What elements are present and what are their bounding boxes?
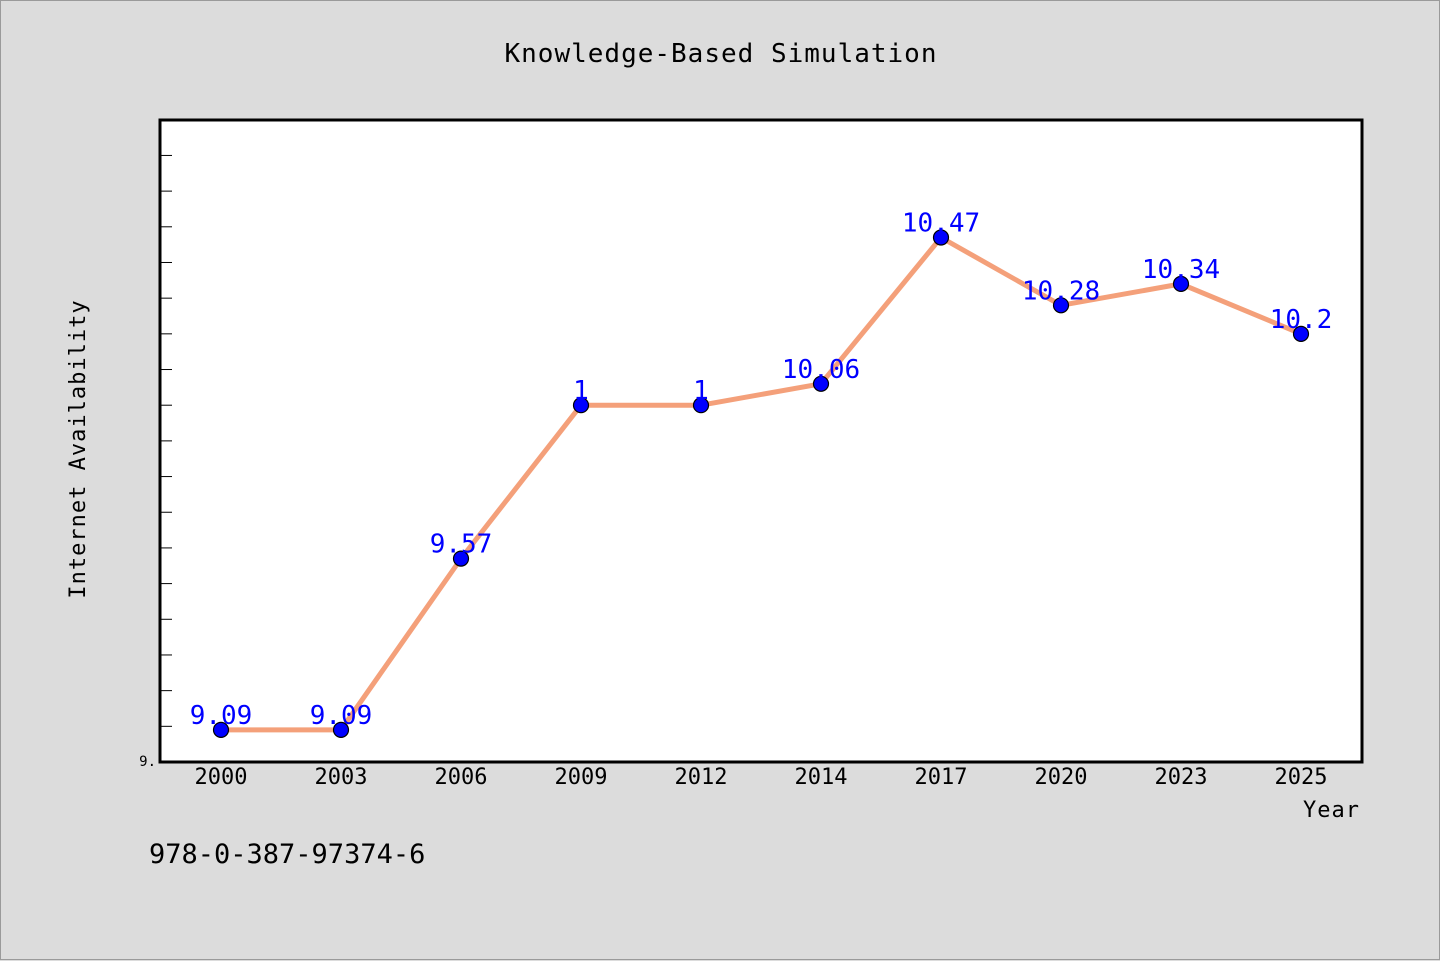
x-tick-label: 2014 bbox=[795, 765, 848, 790]
series-line bbox=[218, 235, 1304, 733]
data-label: 10.47 bbox=[902, 209, 980, 239]
y-tick-label: 9. bbox=[139, 754, 156, 770]
x-axis-ticks: 2000 2003 2006 2009 2012 2014 2017 2020 2023 2025 bbox=[195, 765, 1328, 790]
chart-title: Knowledge-Based Simulation bbox=[505, 39, 938, 69]
x-tick-label: 2006 bbox=[435, 765, 488, 790]
data-point bbox=[1292, 325, 1310, 342]
x-tick-label: 2020 bbox=[1035, 765, 1088, 790]
data-point bbox=[1052, 297, 1070, 314]
data-point bbox=[932, 229, 950, 246]
data-label: 10.06 bbox=[782, 355, 860, 385]
data-point bbox=[572, 397, 590, 414]
data-label: 10.2 bbox=[1270, 305, 1333, 335]
x-tick-label: 2009 bbox=[555, 765, 608, 790]
y-axis-label: Internet Availability bbox=[66, 299, 91, 598]
data-point bbox=[1172, 275, 1190, 292]
data-point bbox=[332, 721, 350, 738]
x-tick-label: 2023 bbox=[1155, 765, 1208, 790]
x-tick-label: 2012 bbox=[675, 765, 728, 790]
data-label: 1 bbox=[573, 376, 589, 406]
data-label: 10.28 bbox=[1022, 276, 1100, 306]
x-tick-label: 2000 bbox=[195, 765, 248, 790]
series-line-group bbox=[218, 235, 1304, 733]
data-label: 9.09 bbox=[190, 701, 253, 731]
data-point bbox=[812, 375, 830, 392]
data-label: 9.57 bbox=[430, 530, 493, 560]
isbn-caption: 978-0-387-97374-6 bbox=[149, 839, 425, 870]
data-labels: 9.09 9.09 9.57 1 1 10.06 10.47 10.28 10.34 10.2 bbox=[190, 209, 1333, 731]
x-axis-label: Year bbox=[1303, 798, 1360, 823]
data-point bbox=[452, 550, 470, 567]
x-tick-label: 2025 bbox=[1275, 765, 1328, 790]
x-tick-label: 2003 bbox=[315, 765, 368, 790]
data-point bbox=[212, 721, 230, 738]
y-axis-ticks: 9. bbox=[139, 154, 172, 770]
x-tick-label: 2017 bbox=[915, 765, 968, 790]
data-label: 10.34 bbox=[1142, 255, 1220, 285]
data-label: 1 bbox=[693, 376, 709, 406]
plot-area bbox=[158, 118, 1364, 764]
series-markers bbox=[212, 229, 1310, 738]
data-point bbox=[692, 397, 710, 414]
data-label: 9.09 bbox=[310, 701, 373, 731]
